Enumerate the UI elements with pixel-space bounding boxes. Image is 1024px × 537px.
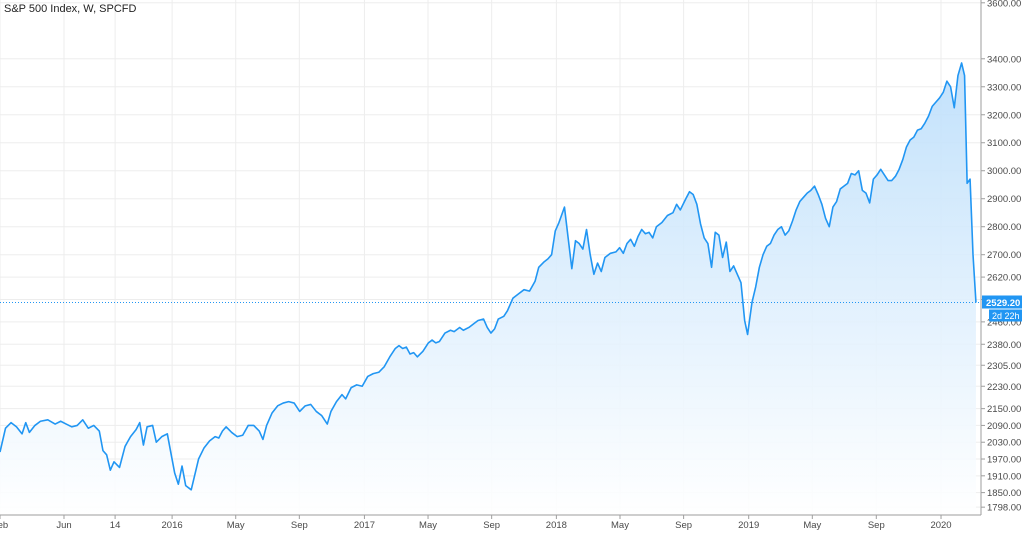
y-tick-label: 2305.00 <box>987 361 1021 372</box>
x-tick-label: May <box>803 520 821 531</box>
x-tick-label: 2020 <box>930 520 951 531</box>
series-line-layer <box>0 62 977 491</box>
y-tick-label: 2380.00 <box>987 340 1021 351</box>
y-tick-label: 1970.00 <box>987 455 1021 466</box>
x-tick-label: 2018 <box>546 520 567 531</box>
y-tick-label: 3200.00 <box>987 110 1021 121</box>
y-tick-label: 2230.00 <box>987 382 1021 393</box>
y-tick-label: 1798.00 <box>987 503 1021 514</box>
x-tick-label: May <box>227 520 245 531</box>
series-line <box>0 62 977 491</box>
y-tick-label: 3400.00 <box>987 54 1021 65</box>
y-tick-label: 2700.00 <box>987 250 1021 261</box>
y-tick-label: 3000.00 <box>987 166 1021 177</box>
y-tick-label: 2620.00 <box>987 273 1021 284</box>
y-tick-label: 3300.00 <box>987 82 1021 93</box>
x-tick-label: Sep <box>675 520 692 531</box>
x-tick-label: 14 <box>110 520 121 531</box>
x-tick-label: 2017 <box>354 520 375 531</box>
x-tick-label: Feb <box>0 520 8 531</box>
y-tick-label: 2150.00 <box>987 404 1021 415</box>
countdown-text: 2d 22h <box>992 311 1020 321</box>
x-tick-label: Sep <box>868 520 885 531</box>
x-tick-label: May <box>611 520 629 531</box>
y-tick-label: 2800.00 <box>987 222 1021 233</box>
x-tick-label: 2016 <box>162 520 183 531</box>
time-axis[interactable]: Feb Jun 14 2016 May Sep 2017 May Sep 2018 May Sep 20… <box>0 514 981 531</box>
y-tick-label: 1910.00 <box>987 471 1021 482</box>
y-tick-label: 2030.00 <box>987 438 1021 449</box>
x-tick-label: Sep <box>291 520 308 531</box>
x-tick-label: May <box>419 520 437 531</box>
area-fill-layer <box>0 62 976 515</box>
y-tick-label: 1850.00 <box>987 488 1021 499</box>
area-fill <box>0 62 976 515</box>
countdown-badge <box>989 309 1022 322</box>
y-tick-label: 3600.00 <box>987 0 1021 9</box>
x-tick-label: Jun <box>56 520 71 531</box>
last-price-value: 2529.20 <box>986 298 1020 309</box>
y-tick-label: 2090.00 <box>987 421 1021 432</box>
last-price-tag: 2529.20 2d 22h <box>0 295 1022 322</box>
y-tick-label: 2460.00 <box>987 317 1021 328</box>
last-price-badge <box>982 295 1022 309</box>
price-axis[interactable]: 3600.00 3400.00 3300.00 3200.00 3100.00 3000.… <box>980 0 1021 515</box>
x-tick-label: Sep <box>483 520 500 531</box>
x-tick-label: 2019 <box>738 520 759 531</box>
y-tick-label: 2900.00 <box>987 194 1021 205</box>
chart-title: S&P 500 Index, W, SPCFD <box>4 3 137 15</box>
y-tick-label: 3100.00 <box>987 138 1021 149</box>
